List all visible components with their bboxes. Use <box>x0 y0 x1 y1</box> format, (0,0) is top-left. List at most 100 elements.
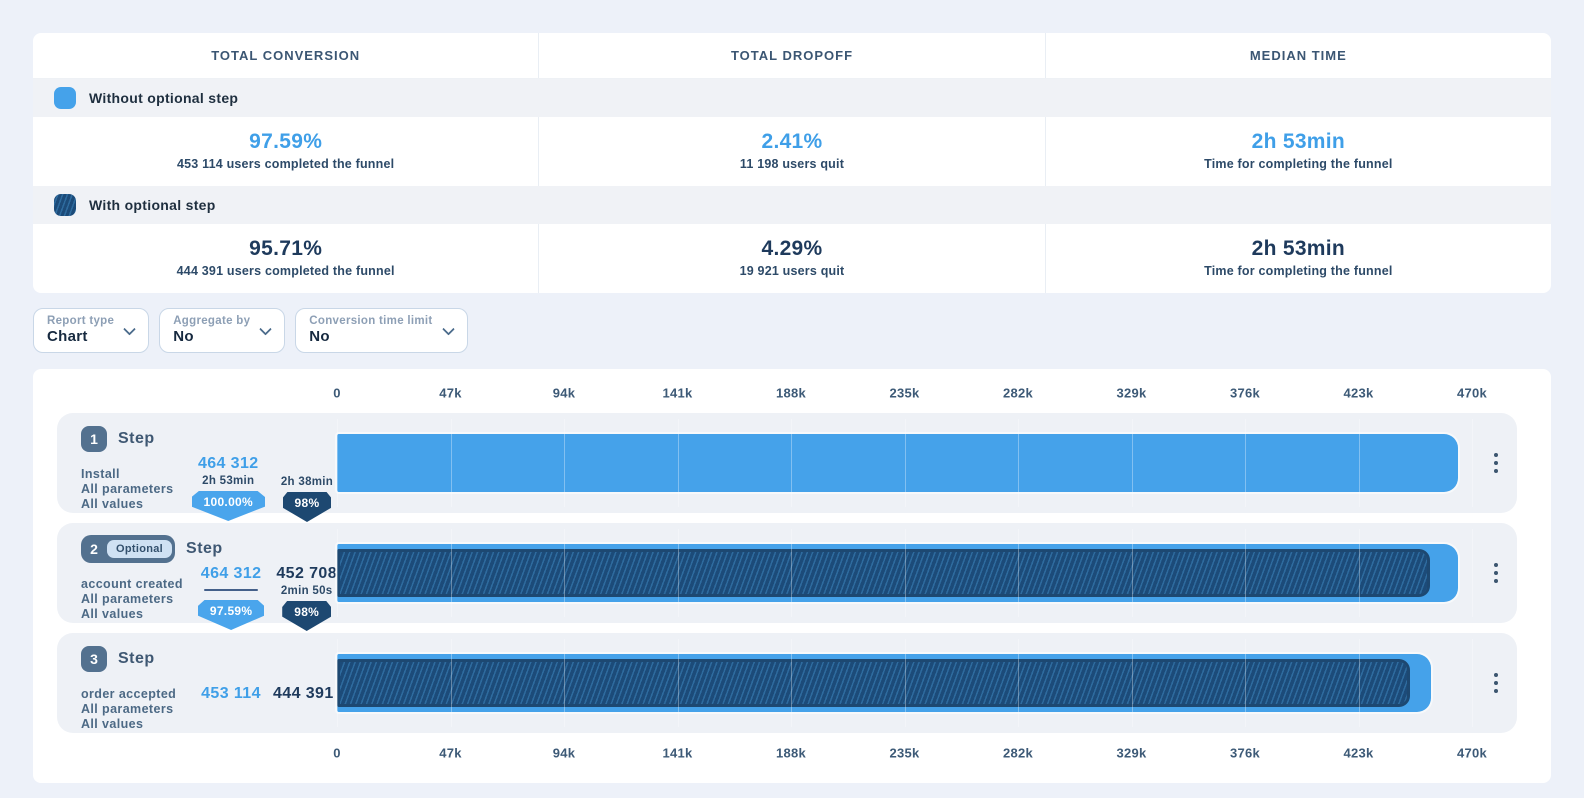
filter-value: No <box>173 328 250 345</box>
bar-primary[interactable] <box>337 544 1458 602</box>
funnel-step-row-2: 2 Optional Step account created All para… <box>57 523 1517 623</box>
median-time-value: 2h 53min <box>1046 130 1551 154</box>
axis-tick-label: 470k <box>1457 386 1487 401</box>
users-count-without-optional: 453 114 <box>201 685 261 703</box>
axis-tick-label: 470k <box>1457 746 1487 761</box>
column-header-total-conversion: TOTAL CONVERSION <box>33 33 538 78</box>
median-time-with-optional: 2h 38min <box>281 476 333 488</box>
optional-chip: Optional <box>107 540 172 558</box>
axis-tick-label: 329k <box>1116 386 1146 401</box>
conversion-cell: 95.71% 444 391 users completed the funne… <box>33 224 538 293</box>
funnel-steps: 1 Step Install All parameters All values… <box>57 413 1517 733</box>
axis-tick-label: 0 <box>333 386 341 401</box>
step-number-badge: 3 <box>81 646 107 672</box>
conversion-badge-with-optional: 98% <box>283 492 332 522</box>
conversion-time-limit-dropdown[interactable]: Conversion time limit No <box>295 308 467 353</box>
column-header-total-dropoff: TOTAL DROPOFF <box>538 33 1044 78</box>
axis-tick-label: 47k <box>439 386 462 401</box>
dropoff-cell: 4.29% 19 921 users quit <box>538 224 1044 293</box>
conversion-caption: 444 391 users completed the funnel <box>33 264 538 278</box>
axis-tick-label: 282k <box>1003 386 1033 401</box>
summary-values-without-optional: 97.59% 453 114 users completed the funne… <box>33 117 1551 186</box>
median-time-caption: Time for completing the funnel <box>1046 157 1551 171</box>
step-number-optional-badge: 2 Optional <box>81 535 175 563</box>
median-time-cell: 2h 53min Time for completing the funnel <box>1045 117 1551 186</box>
funnel-chart-panel: 047k94k141k188k235k282k329k376k423k470k … <box>33 369 1551 783</box>
x-axis-bottom: 047k94k141k188k235k282k329k376k423k470k <box>57 733 1517 773</box>
conversion-value: 97.59% <box>33 130 538 154</box>
filter-label: Conversion time limit <box>309 315 432 327</box>
bar-primary[interactable] <box>337 654 1431 712</box>
users-count-without-optional: 464 312 <box>201 565 262 583</box>
step-parameters: All parameters <box>81 482 192 497</box>
step-values: All values <box>81 607 198 622</box>
axis-tick-label: 0 <box>333 746 341 761</box>
filter-label: Report type <box>47 315 114 327</box>
step-info-panel: 1 Step Install All parameters All values… <box>57 413 337 513</box>
axis-tick-label: 423k <box>1343 386 1373 401</box>
axis-tick-label: 188k <box>776 386 806 401</box>
report-type-dropdown[interactable]: Report type Chart <box>33 308 149 353</box>
bar-primary[interactable] <box>337 434 1458 492</box>
median-time-without-optional: 2h 53min <box>202 475 254 487</box>
conversion-badge-without-optional: 100.00% <box>192 491 265 521</box>
funnel-step-row-1: 1 Step Install All parameters All values… <box>57 413 1517 513</box>
step-info-panel: 3 Step order accepted All parameters All… <box>57 633 337 733</box>
aggregate-by-dropdown[interactable]: Aggregate by No <box>159 308 285 353</box>
axis-tick-label: 235k <box>889 386 919 401</box>
median-time-with-optional: 2min 50s <box>281 585 333 597</box>
axis-tick-label: 188k <box>776 746 806 761</box>
users-count-with-optional: 444 391 <box>273 685 334 703</box>
funnel-step-row-3: 3 Step order accepted All parameters All… <box>57 633 1517 733</box>
median-time-cell: 2h 53min Time for completing the funnel <box>1045 224 1551 293</box>
conversion-value: 95.71% <box>33 237 538 261</box>
step-title: Step <box>118 650 155 668</box>
conversion-badge-without-optional: 97.59% <box>198 600 265 630</box>
axis-tick-label: 94k <box>553 386 576 401</box>
filter-bar: Report type Chart Aggregate by No Conver… <box>33 308 1551 353</box>
step-values: All values <box>81 717 201 732</box>
step-event-name: Install <box>81 467 192 482</box>
filter-value: No <box>309 328 432 345</box>
solid-blue-swatch-icon <box>54 87 76 109</box>
step-values: All values <box>81 497 192 512</box>
axis-tick-label: 141k <box>662 746 692 761</box>
axis-tick-label: 94k <box>553 746 576 761</box>
step-event-name: order accepted <box>81 687 201 702</box>
median-time-value: 2h 53min <box>1046 237 1551 261</box>
dropoff-value: 2.41% <box>539 130 1044 154</box>
step-parameters: All parameters <box>81 702 201 717</box>
kebab-menu-icon[interactable] <box>1489 668 1503 698</box>
funnel-report-page: TOTAL CONVERSION TOTAL DROPOFF MEDIAN TI… <box>0 0 1584 783</box>
legend-label: Without optional step <box>89 90 238 106</box>
conversion-caption: 453 114 users completed the funnel <box>33 157 538 171</box>
axis-tick-label: 282k <box>1003 746 1033 761</box>
axis-tick-label: 329k <box>1116 746 1146 761</box>
kebab-menu-icon[interactable] <box>1489 448 1503 478</box>
conversion-cell: 97.59% 453 114 users completed the funne… <box>33 117 538 186</box>
conversion-badge-with-optional: 98% <box>282 601 331 631</box>
step-event-name: account created <box>81 577 198 592</box>
dropoff-caption: 11 198 users quit <box>539 157 1044 171</box>
step-parameters: All parameters <box>81 592 198 607</box>
summary-header-row: TOTAL CONVERSION TOTAL DROPOFF MEDIAN TI… <box>33 33 1551 79</box>
legend-row-with-optional: With optional step <box>33 186 1551 224</box>
summary-table: TOTAL CONVERSION TOTAL DROPOFF MEDIAN TI… <box>33 33 1551 293</box>
legend-row-without-optional: Without optional step <box>33 79 1551 117</box>
bar-secondary[interactable] <box>337 659 1410 707</box>
hatched-navy-swatch-icon <box>54 194 76 216</box>
step-title: Step <box>118 430 155 448</box>
kebab-menu-icon[interactable] <box>1489 558 1503 588</box>
summary-values-with-optional: 95.71% 444 391 users completed the funne… <box>33 224 1551 293</box>
x-axis-top: 047k94k141k188k235k282k329k376k423k470k <box>57 373 1517 413</box>
axis-tick-label: 141k <box>662 386 692 401</box>
step-number-badge: 1 <box>81 426 107 452</box>
column-header-median-time: MEDIAN TIME <box>1045 33 1551 78</box>
bar-secondary[interactable] <box>337 549 1430 597</box>
axis-tick-label: 423k <box>1343 746 1373 761</box>
axis-tick-label: 235k <box>889 746 919 761</box>
legend-label: With optional step <box>89 197 216 213</box>
chevron-down-icon <box>442 322 455 335</box>
median-time-caption: Time for completing the funnel <box>1046 264 1551 278</box>
chevron-down-icon <box>123 322 136 335</box>
